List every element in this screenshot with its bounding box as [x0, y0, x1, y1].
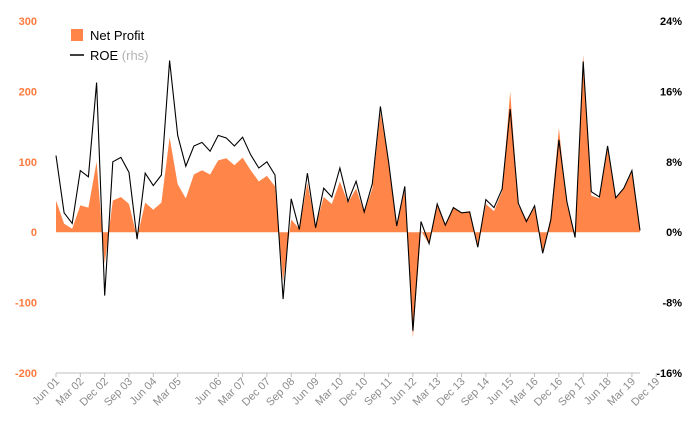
legend-roe-note: (rhs): [122, 48, 149, 63]
legend: Net Profit ROE (rhs): [70, 28, 149, 63]
legend-net-profit-label: Net Profit: [90, 28, 145, 43]
right-tick-label: -16%: [656, 368, 682, 380]
left-tick-label: -200: [15, 368, 37, 380]
left-tick-label: 0: [31, 227, 37, 239]
right-tick-label: 24%: [660, 16, 682, 28]
x-tick-label: Sep 11: [362, 376, 395, 409]
right-tick-label: 16%: [660, 86, 682, 98]
legend-roe-label: ROE (rhs): [90, 48, 149, 63]
left-tick-label: 300: [19, 16, 37, 28]
net-profit-area: [56, 54, 640, 338]
right-tick-label: 8%: [666, 157, 682, 169]
x-tick-label: Mar 05: [151, 376, 184, 409]
left-tick-label: 200: [19, 86, 37, 98]
right-tick-label: 0%: [666, 227, 682, 239]
left-tick-label: 100: [19, 157, 37, 169]
left-axis-ticks: 300 200 100 0 -100 -200: [15, 16, 37, 380]
legend-net-profit-swatch: [71, 29, 83, 41]
right-tick-label: -8%: [662, 298, 682, 310]
legend-roe-name: ROE: [90, 48, 122, 63]
roe-line: [55, 60, 641, 331]
right-axis-ticks: 24% 16% 8% 0% -8% -16%: [656, 16, 682, 380]
left-tick-label: -100: [15, 298, 37, 310]
